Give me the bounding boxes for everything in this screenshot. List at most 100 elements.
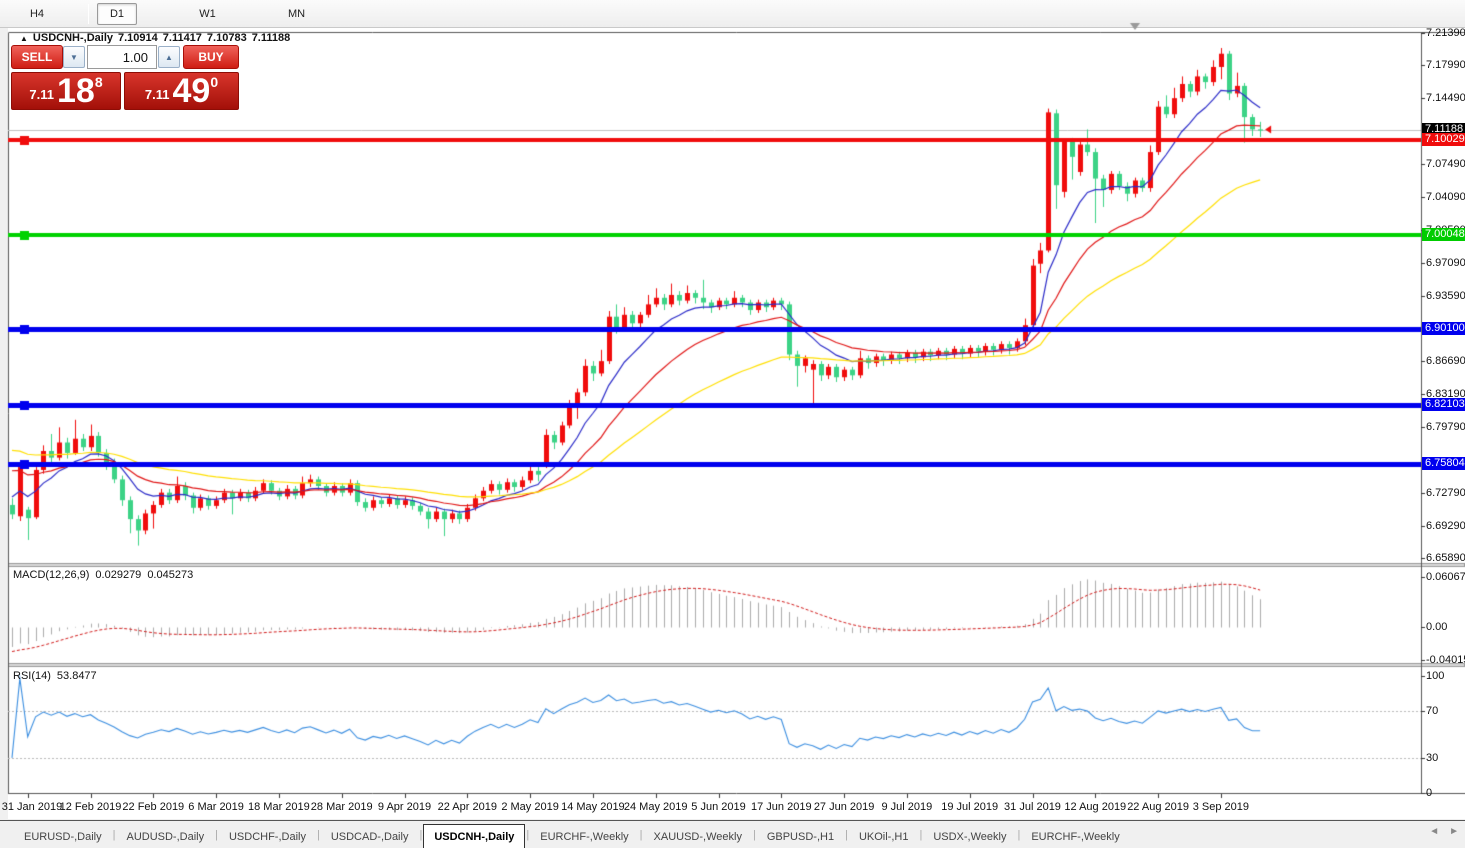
tab-separator: | <box>215 828 218 841</box>
price-tick-label: 7.07490 <box>1426 158 1465 171</box>
date-tick-label: 12 Aug 2019 <box>1064 801 1127 813</box>
one-click-trade-panel: SELL ▼ ▲ BUY 7.11 18 8 7.11 49 0 <box>11 45 239 110</box>
date-tick-label: 22 Feb 2019 <box>122 801 185 813</box>
date-tick-label: 24 May 2019 <box>623 801 688 813</box>
price-marker-box: 6.75804 <box>1422 457 1465 471</box>
chart-tab-xauusd-weekly[interactable]: XAUUSD-,Weekly <box>653 831 742 843</box>
price-marker-box: 6.90100 <box>1422 321 1465 335</box>
sell-price-pip: 8 <box>94 74 103 90</box>
chart-symbol-label: USDCNH-,Daily <box>32 32 113 44</box>
rsi-tick-label: 0 <box>1426 787 1433 799</box>
tab-separator: | <box>112 828 116 841</box>
macd-indicator-label: MACD(12,26,9) 0.029279 0.045273 <box>13 569 193 581</box>
price-marker-box: 7.11188 <box>1422 122 1465 136</box>
price-marker-box: 6.82103 <box>1422 397 1465 411</box>
ohlc-close: 7.11188 <box>251 32 291 44</box>
chart-tab-eurchf-weekly[interactable]: EURCHF-,Weekly <box>540 831 629 843</box>
tab-separator: | <box>316 828 320 841</box>
tab-scroll-left-icon[interactable]: ◄ <box>1429 826 1440 837</box>
buy-button[interactable]: BUY <box>183 45 239 69</box>
rsi-indicator-label: RSI(14) 53.8477 <box>13 670 97 682</box>
date-tick-label: 27 Jun 2019 <box>813 801 875 813</box>
chevron-up-icon: ▲ <box>165 52 173 62</box>
price-tick-label: 6.93590 <box>1426 289 1465 302</box>
tab-separator: | <box>639 828 643 841</box>
tab-separator: | <box>845 828 848 841</box>
chart-tab-ukoil-h1[interactable]: UKOil-,H1 <box>858 831 909 843</box>
chart-tab-eurchf-weekly[interactable]: EURCHF-,Weekly <box>1031 831 1120 843</box>
price-tick-label: 6.97090 <box>1426 256 1465 269</box>
buy-price-pip: 0 <box>210 74 219 90</box>
date-tick-label: 9 Jul 2019 <box>881 801 933 813</box>
price-tick-label: 6.69290 <box>1426 519 1465 532</box>
macd-value-signal: 0.045273 <box>147 569 194 581</box>
chart-ohlc-header: ▲ USDCNH-,Daily 7.10914 7.11417 7.10783 … <box>20 32 290 44</box>
volume-increase-button[interactable]: ▲ <box>158 46 180 68</box>
ohlc-high: 7.11417 <box>162 32 202 44</box>
macd-tick-label: 0.00 <box>1426 621 1448 633</box>
chart-tab-eurusd-daily[interactable]: EURUSD-,Daily <box>24 831 102 843</box>
tab-separator: | <box>752 828 756 841</box>
price-tick-label: 6.79790 <box>1426 420 1465 433</box>
chart-tab-audusd-daily[interactable]: AUDUSD-,Daily <box>126 831 205 843</box>
tab-separator: | <box>419 828 423 841</box>
sell-price-box[interactable]: 7.11 18 8 <box>11 72 121 110</box>
chart-tab-gbpusd-h1[interactable]: GBPUSD-,H1 <box>766 831 835 843</box>
date-tick-label: 28 Mar 2019 <box>310 801 373 813</box>
date-tick-label: 3 Sep 2019 <box>1192 801 1250 813</box>
chart-tab-usdchf-daily[interactable]: USDCHF-,Daily <box>228 831 306 843</box>
price-tick-label: 7.21390 <box>1426 27 1465 39</box>
date-tick-label: 18 Mar 2019 <box>248 801 310 813</box>
date-tick-label: 6 Mar 2019 <box>188 801 244 813</box>
date-tick-label: 22 Apr 2019 <box>437 801 497 813</box>
price-tick-label: 6.86690 <box>1426 355 1465 368</box>
sell-price-prefix: 7.11 <box>29 87 54 102</box>
date-tick-label: 17 Jun 2019 <box>751 801 812 813</box>
chart-tab-usdx-weekly[interactable]: USDX-,Weekly <box>933 831 1007 843</box>
date-tick-label: 14 May 2019 <box>561 801 625 813</box>
date-tick-label: 5 Jun 2019 <box>691 801 746 813</box>
price-marker-box: 7.00048 <box>1422 227 1465 241</box>
date-tick-label: 22 Aug 2019 <box>1127 801 1189 813</box>
chart-tab-bar: EURUSD-,Daily | AUDUSD-,Daily | USDCHF-,Dail… <box>0 820 1465 848</box>
tab-scroll-right-icon[interactable]: ► <box>1449 826 1459 837</box>
price-tick-label: 6.83190 <box>1426 388 1465 401</box>
price-marker-box: 7.10029 <box>1422 133 1465 147</box>
sell-button[interactable]: SELL <box>11 45 63 69</box>
buy-price-box[interactable]: 7.11 49 0 <box>124 72 239 110</box>
macd-tick-label: -0.040152 <box>1426 654 1465 667</box>
buy-price-prefix: 7.11 <box>144 87 170 102</box>
price-tick-label: 7.17990 <box>1426 59 1465 72</box>
date-tick-label: 9 Apr 2019 <box>377 801 432 813</box>
macd-tick-label: 0.060674 <box>1426 570 1465 583</box>
price-tick-label: 7.04090 <box>1426 190 1465 203</box>
chevron-down-icon: ▼ <box>70 52 78 62</box>
price-tick-label: 6.65890 <box>1426 552 1465 564</box>
rsi-tick-label: 100 <box>1426 670 1445 682</box>
date-tick-label: 12 Feb 2019 <box>59 801 122 813</box>
volume-input[interactable] <box>87 45 157 69</box>
rsi-tick-label: 70 <box>1426 705 1439 718</box>
rsi-tick-label: 30 <box>1426 751 1439 764</box>
macd-name: MACD(12,26,9) <box>13 569 90 581</box>
volume-decrease-button[interactable]: ▼ <box>63 46 85 68</box>
date-tick-label: 31 Jul 2019 <box>1004 801 1061 813</box>
macd-value-main: 0.029279 <box>95 569 142 581</box>
price-tick-label: 6.72790 <box>1426 486 1465 499</box>
buy-price-main: 49 <box>172 72 211 110</box>
tab-scroll-buttons: ◄ ► <box>1429 826 1459 837</box>
ohlc-open: 7.10914 <box>118 32 158 44</box>
sell-price-main: 18 <box>56 72 95 110</box>
date-tick-label: 19 Jul 2019 <box>941 801 999 813</box>
chart-tab-usdcnh-daily[interactable]: USDCNH-,Daily <box>423 824 526 848</box>
chart-tab-usdcad-daily[interactable]: USDCAD-,Daily <box>330 831 409 843</box>
tab-separator: | <box>919 828 923 841</box>
rsi-name: RSI(14) <box>13 670 51 682</box>
date-tick-label: 31 Jan 2019 <box>1 801 63 813</box>
tab-separator: | <box>526 828 530 841</box>
collapse-triangle-icon[interactable]: ▲ <box>20 33 28 43</box>
date-tick-label: 2 May 2019 <box>501 801 559 813</box>
price-tick-label: 7.14490 <box>1426 92 1465 105</box>
